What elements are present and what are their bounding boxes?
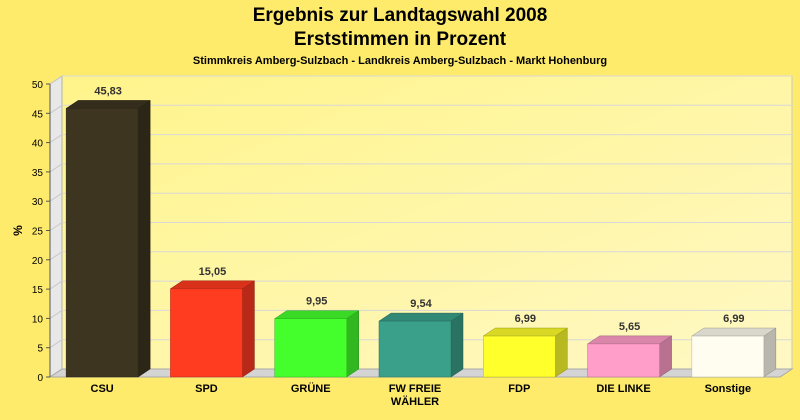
x-tick-label: GRÜNE [291, 382, 331, 395]
bar[interactable] [691, 335, 765, 378]
x-tick-label: Sonstige [705, 383, 751, 395]
gridline-side [49, 309, 63, 319]
y-tick-label: 10 [32, 314, 44, 325]
data-label: 15,05 [199, 266, 227, 278]
bar-side[interactable] [763, 327, 777, 378]
gridline-side [49, 75, 63, 85]
x-tick-label: DIE LINKE [596, 383, 650, 395]
data-label: 9,54 [410, 298, 432, 310]
chart-title-line2: Erststimmen in Prozent [293, 29, 507, 50]
bar[interactable] [65, 108, 139, 378]
bar-side[interactable] [346, 310, 359, 378]
gridline-side [49, 134, 63, 144]
gridline-side [49, 251, 63, 261]
bar[interactable] [274, 318, 347, 378]
data-label: 6,99 [723, 313, 744, 325]
y-tick-label: 40 [32, 139, 44, 150]
y-tick-label: 35 [32, 168, 44, 179]
y-tick-label: 25 [32, 227, 44, 238]
bar-top[interactable] [169, 280, 256, 290]
data-label: 9,95 [306, 296, 327, 308]
x-tick-label: FW FREIE [389, 383, 442, 395]
y-tick-label: 30 [32, 197, 44, 208]
gridline-side [49, 163, 63, 173]
x-tick-label: FDP [508, 383, 530, 395]
chart-title: Ergebnis zur Landtagswahl 2008 [252, 5, 548, 26]
bar-top[interactable] [691, 327, 777, 337]
y-tick-label: 45 [32, 109, 44, 120]
bar-top[interactable] [482, 327, 569, 337]
y-tick-label: 15 [32, 285, 44, 296]
y-tick-label: 0 [37, 373, 43, 384]
bar-top[interactable] [586, 335, 673, 345]
data-label: 6,99 [515, 313, 536, 325]
bar-side[interactable] [137, 99, 151, 378]
y-axis-label: % [11, 225, 25, 236]
bar[interactable] [378, 320, 452, 378]
bar[interactable] [587, 343, 660, 378]
gridline-side [49, 104, 63, 114]
bar-top[interactable] [65, 100, 151, 109]
bar-top[interactable] [273, 310, 360, 319]
gridline-side [49, 280, 63, 290]
gridline-side [49, 339, 63, 349]
bar-side[interactable] [450, 312, 464, 378]
gridline-side [49, 222, 63, 231]
gridline-side [49, 192, 63, 202]
bar-side[interactable] [555, 327, 568, 378]
y-tick-label: 20 [32, 256, 44, 267]
x-tick-label: CSU [91, 383, 114, 395]
bar-top[interactable] [378, 312, 464, 322]
data-label: 45,83 [94, 85, 122, 97]
x-tick-label: WÄHLER [391, 395, 439, 408]
bar-side[interactable] [242, 280, 255, 378]
bar[interactable] [483, 335, 556, 378]
chart-subtitle: Stimmkreis Amberg-Sulzbach - Landkreis A… [192, 55, 608, 67]
x-tick-label: SPD [195, 383, 218, 395]
data-label: 5,65 [619, 321, 640, 333]
y-tick-label: 50 [32, 80, 44, 91]
y-tick-label: 5 [37, 344, 43, 355]
bar[interactable] [170, 288, 243, 378]
